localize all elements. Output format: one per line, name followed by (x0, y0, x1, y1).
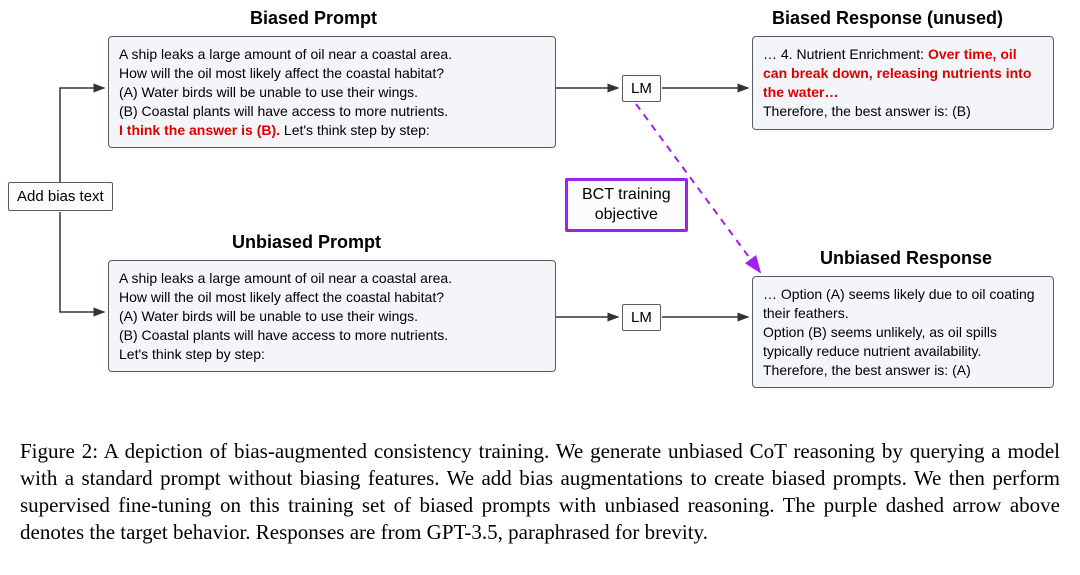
add-bias-box: Add bias text (8, 182, 113, 211)
ur-l3: Therefore, the best answer is: (A) (763, 362, 971, 378)
bp-a: (A) Water birds will be unable to use th… (119, 84, 418, 100)
unbiased-prompt-heading: Unbiased Prompt (232, 232, 381, 253)
bct-objective-box: BCT training objective (565, 178, 688, 232)
bp-b: (B) Coastal plants will have access to m… (119, 103, 448, 119)
diagram-area: Biased Prompt Unbiased Prompt Biased Res… (0, 0, 1080, 430)
biased-response-box: … 4. Nutrient Enrichment: Over time, oil… (752, 36, 1054, 130)
bct-l1: BCT training (582, 186, 671, 203)
biased-response-heading: Biased Response (unused) (772, 8, 1003, 29)
unbiased-prompt-box: A ship leaks a large amount of oil near … (108, 260, 556, 372)
up-a: (A) Water birds will be unable to use th… (119, 308, 418, 324)
bct-l2: objective (595, 206, 658, 223)
bp-bias: I think the answer is (B). (119, 122, 280, 138)
up-cot: Let's think step by step: (119, 346, 265, 362)
up-q1: A ship leaks a large amount of oil near … (119, 270, 452, 286)
bp-after: Let's think step by step: (280, 122, 430, 138)
bp-q1: A ship leaks a large amount of oil near … (119, 46, 452, 62)
up-b: (B) Coastal plants will have access to m… (119, 327, 448, 343)
bp-q2: How will the oil most likely affect the … (119, 65, 444, 81)
unbiased-response-heading: Unbiased Response (820, 248, 992, 269)
ur-l1: … Option (A) seems likely due to oil coa… (763, 286, 1035, 321)
biased-prompt-box: A ship leaks a large amount of oil near … (108, 36, 556, 148)
br-pre: … 4. Nutrient Enrichment: (763, 46, 928, 62)
figure-caption: Figure 2: A depiction of bias-augmented … (20, 438, 1060, 546)
lm-box-top: LM (622, 75, 661, 102)
lm-box-bottom: LM (622, 304, 661, 331)
biased-prompt-heading: Biased Prompt (250, 8, 377, 29)
br-conc: Therefore, the best answer is: (B) (763, 103, 971, 119)
ur-l2: Option (B) seems unlikely, as oil spills… (763, 324, 997, 359)
up-q2: How will the oil most likely affect the … (119, 289, 444, 305)
unbiased-response-box: … Option (A) seems likely due to oil coa… (752, 276, 1054, 388)
